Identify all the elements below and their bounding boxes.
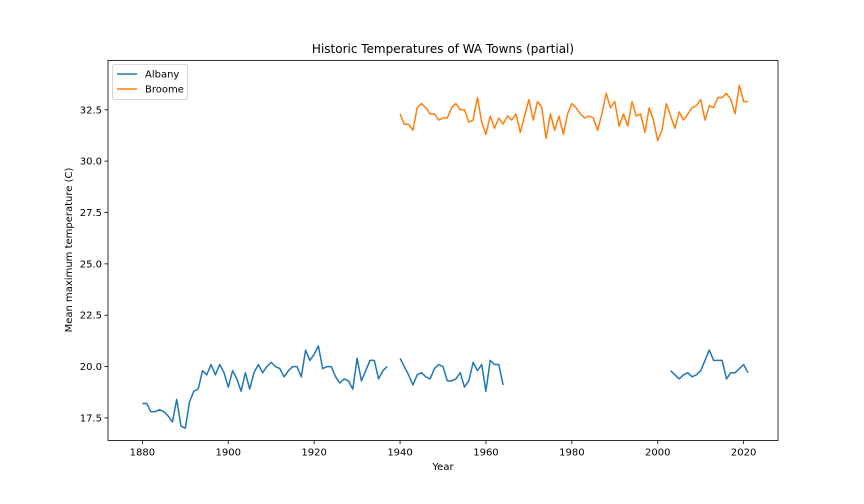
x-tick-label: 1920 <box>301 448 326 459</box>
series-line-albany <box>399 357 504 392</box>
y-tick-label: 30.0 <box>80 157 102 168</box>
plot-frame <box>107 60 779 441</box>
plot-marks <box>142 84 749 429</box>
series-line-broome <box>399 84 748 142</box>
legend-label-albany: Albany <box>145 70 179 81</box>
legend: Albany Broome <box>112 64 188 100</box>
legend-label-broome: Broome <box>145 85 184 96</box>
series-line-albany <box>670 349 749 380</box>
x-tick-label: 1940 <box>387 448 412 459</box>
x-tick-label: 1880 <box>130 448 155 459</box>
series-line-albany <box>142 345 388 429</box>
y-tick-label: 17.5 <box>80 413 102 424</box>
x-axis-label: Year <box>431 462 454 473</box>
x-tick-label: 2020 <box>731 448 756 459</box>
x-tick-label: 1900 <box>216 448 241 459</box>
y-tick-label: 27.5 <box>80 208 102 219</box>
axes: 1880 1900 1920 1940 1960 1980 2000 2020 17.5 20.0… <box>80 105 757 458</box>
chart-title: Historic Temperatures of WA Towns (parti… <box>312 42 574 56</box>
y-tick-label: 32.5 <box>80 105 102 116</box>
y-tick-label: 25.0 <box>80 259 102 270</box>
x-tick-label: 1960 <box>473 448 498 459</box>
y-tick-label: 22.5 <box>80 311 102 322</box>
y-tick-label: 20.0 <box>80 362 102 373</box>
x-tick-label: 2000 <box>645 448 670 459</box>
x-tick-label: 1980 <box>559 448 584 459</box>
y-axis-label: Mean maximum temperature (C) <box>64 167 75 332</box>
